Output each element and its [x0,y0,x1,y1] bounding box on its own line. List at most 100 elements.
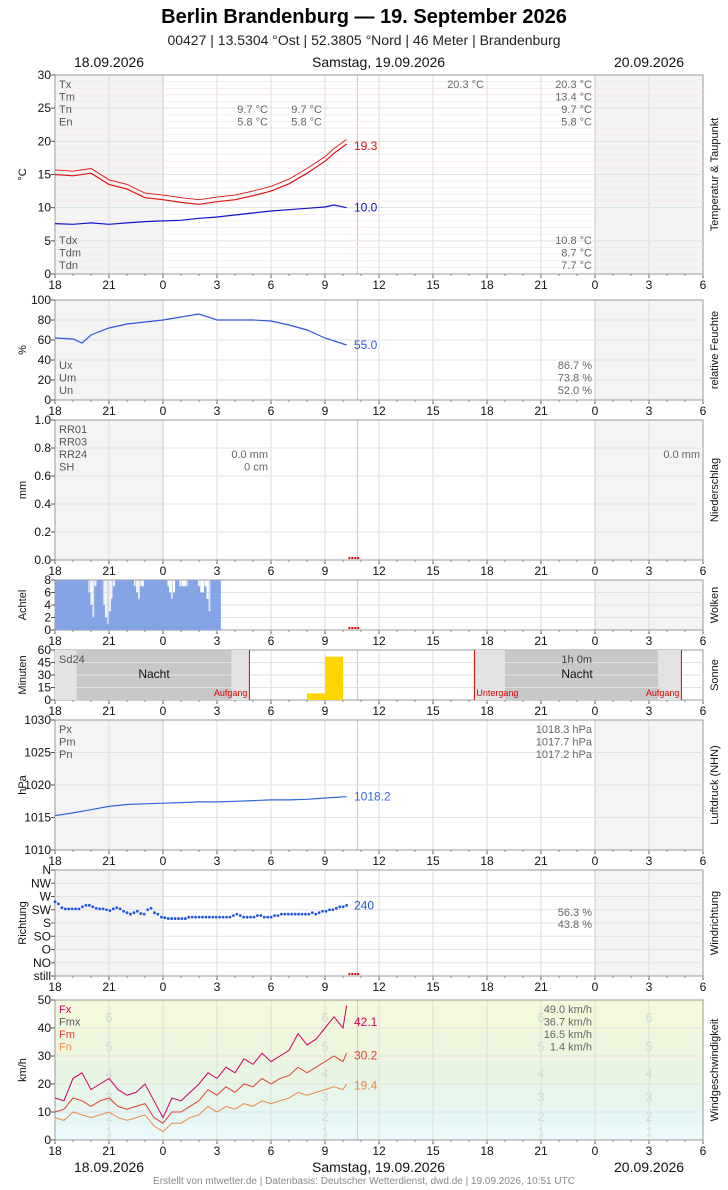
windspeed-xtick-label: 6 [268,1144,275,1158]
precip-xtick-label: 18 [480,564,494,578]
winddir-point [84,903,88,907]
cloud-bar [172,592,176,630]
winddir-xtick-label: 0 [592,980,599,994]
windspeed-ytick-label: 20 [38,1077,52,1091]
windspeed-fn-line [54,1083,348,1133]
cloud-bar [102,605,105,630]
windspeed-xtick-label: 12 [372,1144,386,1158]
cloud-bar [59,580,62,630]
clouds-xtick-label: 12 [372,634,386,648]
winddir-ylabel: Richtung [17,901,29,944]
cloud-bar [208,611,211,630]
sunshine-ytick-label: 60 [38,643,52,657]
winddir-point [245,915,249,919]
pressure-xtick-label: 3 [214,854,221,868]
winddir-point [153,911,156,915]
winddir-point [249,915,252,919]
winddir-point [108,909,112,913]
dewpoint-stat-value: 8.7 °C [561,248,592,260]
temperature-ytick-label: 5 [44,234,51,248]
winddir-ytick-label: N [42,863,51,877]
cloud-bar [177,580,180,630]
winddir-point [218,915,222,919]
winddir-point [307,912,311,916]
pressure-xtick-label: 0 [160,854,167,868]
temperature-stat-c4: 20.3 °C [555,79,592,91]
sunshine-stat-value: 1h 0m [561,654,592,666]
sunshine-ytick-label: 30 [38,668,52,682]
windspeed-xtick-label: 0 [160,1144,167,1158]
winddir-point [173,917,177,920]
cloud-bar [156,580,159,630]
windspeed-stat-label: Fmx [59,1017,81,1029]
cloud-bar [98,580,101,630]
winddir-point [118,907,122,911]
winddir-ytick-label: still [34,969,51,983]
pressure-xtick-label: 18 [48,854,62,868]
temperature-xtick-label: 0 [160,278,167,292]
humidity-ytick-label: 20 [38,373,52,387]
cloud-bar [86,580,89,630]
humidity-stat-value: 73.8 % [558,373,592,385]
winddir-point [197,915,201,919]
precip-xtick-label: 0 [592,564,599,578]
winddir-ytick-label: SO [34,929,51,943]
temperature-stat-c2: 5.8 °C [291,117,322,129]
winddir-point [77,907,81,911]
temperature-xtick-label: 9 [322,278,329,292]
winddir-point [310,911,314,915]
date-center: Samstag, 19.09.2026 [312,54,446,70]
cloud-bar [133,586,137,630]
winddir-point [238,914,242,918]
humidity-xtick-label: 3 [646,404,653,418]
precip-xtick-label: 3 [214,564,221,578]
precip-xtick-label: 0 [160,564,167,578]
winddir-side-label: Windrichtung [709,891,721,955]
cloud-bar [96,580,99,630]
cloud-bar [92,617,95,630]
cloud-bar [77,580,81,630]
winddir-point [190,915,194,919]
cloud-bar [88,592,91,630]
winddir-point [207,915,211,919]
pressure-stat-value: 1017.2 hPa [536,749,593,761]
cloud-bar [125,580,128,630]
cloud-bar [69,580,72,630]
cloud-bar [67,580,70,630]
humidity-xtick-label: 12 [372,404,386,418]
pressure-ytick-label: 1030 [24,713,51,727]
winddir-point [156,912,160,916]
humidity-side-label: relative Feuchte [709,311,721,389]
sunshine-side-label: Sonne [709,659,721,691]
cloud-bar [75,580,79,630]
windspeed-ylabel: km/h [17,1058,29,1082]
pressure-xtick-label: 6 [700,854,707,868]
temperature-xtick-label: 21 [534,278,548,292]
temperature-ytick-label: 10 [38,201,52,215]
winddir-point [163,916,167,920]
humidity-ytick-label: 40 [38,353,52,367]
winddir-point [334,906,338,910]
winddir-point [269,915,273,919]
winddir-point [297,912,300,916]
cloud-bar [210,580,213,630]
winddir-point [74,907,77,911]
precip-stat-label: RR01 [59,424,87,436]
cloud-bar [164,580,168,630]
sunshine-xtick-label: 6 [700,704,707,718]
winddir-point [204,915,208,919]
winddir-xtick-label: 21 [102,980,116,994]
winddir-point [159,915,163,919]
cloud-bar [168,592,172,630]
temperature-stat-label: Tx [59,79,72,91]
windspeed-xtick-label: 21 [102,1144,116,1158]
winddir-xtick-label: 0 [160,980,167,994]
windspeed-xtick-label: 15 [426,1144,440,1158]
dewpoint-line [54,204,347,225]
winddir-point [170,917,174,920]
cloud-bar [204,586,207,630]
winddir-point [149,906,153,910]
cloud-bar [179,586,182,630]
date-right: 20.09.2026 [614,54,685,70]
